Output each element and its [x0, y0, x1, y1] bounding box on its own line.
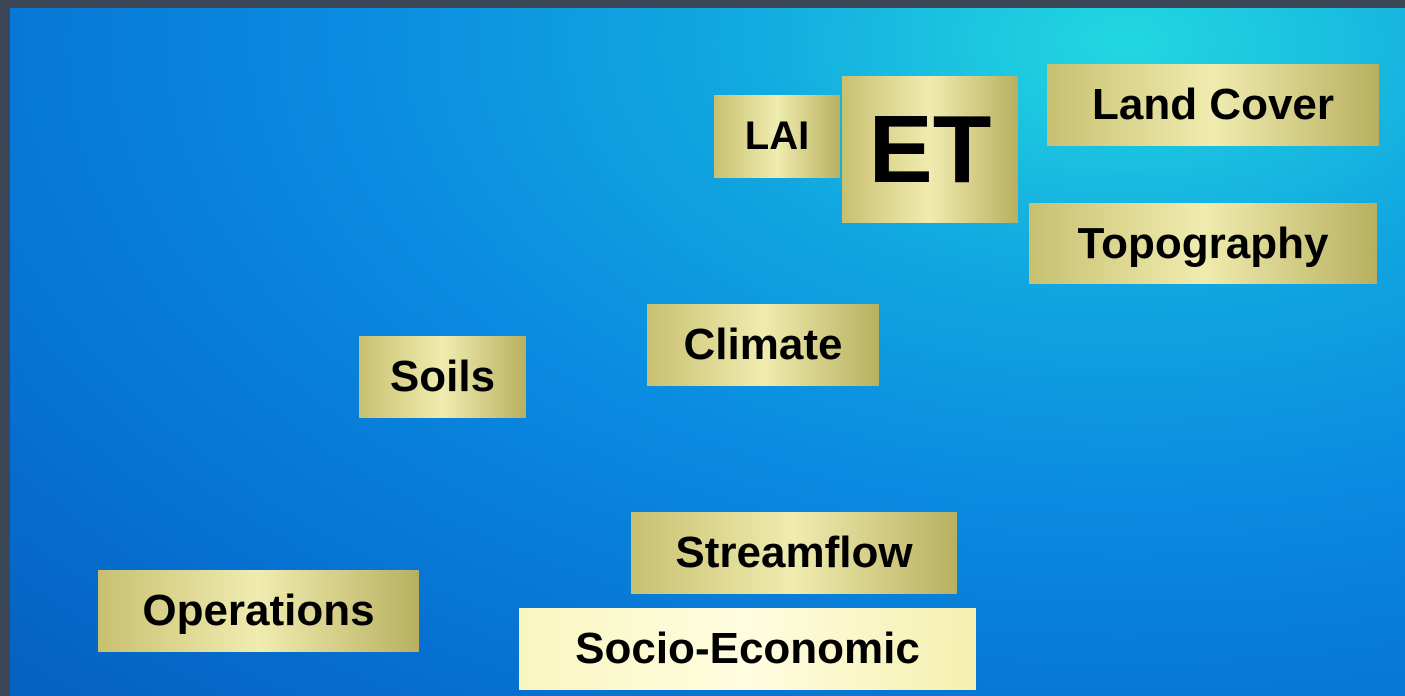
label: Socio-Economic [519, 608, 976, 690]
label: Topography [1029, 203, 1377, 284]
label: Operations [98, 570, 419, 652]
label: Land Cover [1047, 64, 1379, 146]
label: LAI [714, 95, 840, 178]
label: ET [842, 76, 1018, 223]
label: Streamflow [631, 512, 957, 594]
label: Soils [359, 336, 526, 418]
label: Climate [647, 304, 879, 386]
